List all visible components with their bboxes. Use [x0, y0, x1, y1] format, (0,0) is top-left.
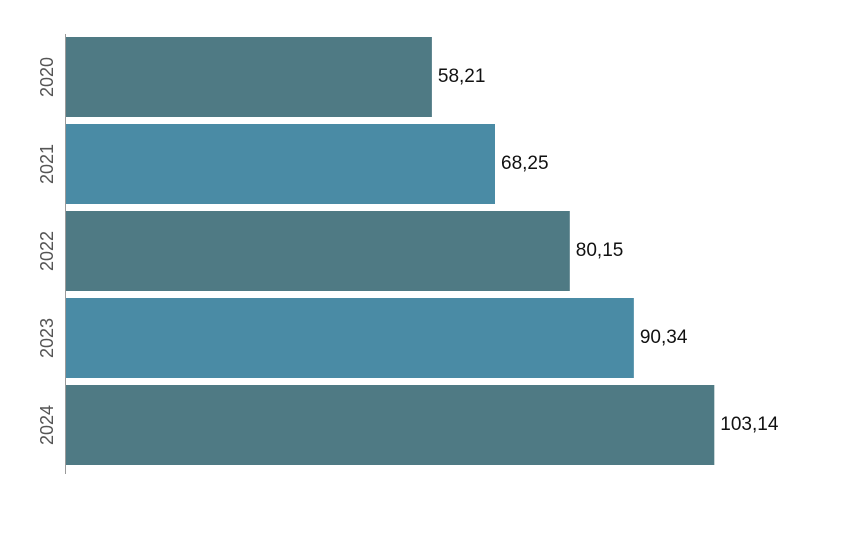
- tick-label-2020: 2020: [37, 57, 57, 97]
- tick-label-2023: 2023: [37, 318, 57, 358]
- tick-label-2021: 2021: [37, 144, 57, 184]
- bars-layer: [66, 37, 715, 465]
- bar-2020: [66, 37, 432, 117]
- bar-2022: [66, 211, 570, 291]
- bar-2023: [66, 298, 634, 378]
- tick-label-2022: 2022: [37, 231, 57, 271]
- value-label-2020: 58,21: [438, 66, 486, 87]
- bar-2024: [66, 385, 715, 465]
- value-label-2024: 103,14: [720, 414, 779, 435]
- value-label-2022: 80,15: [576, 240, 624, 261]
- value-label-2023: 90,34: [640, 327, 688, 348]
- value-label-2021: 68,25: [501, 153, 549, 174]
- tick-label-2024: 2024: [37, 405, 57, 445]
- labels-layer: 58,21 2020 68,25 2021 80,15 2022 90,34 2023 103,…: [37, 57, 779, 445]
- bar-2021: [66, 124, 495, 204]
